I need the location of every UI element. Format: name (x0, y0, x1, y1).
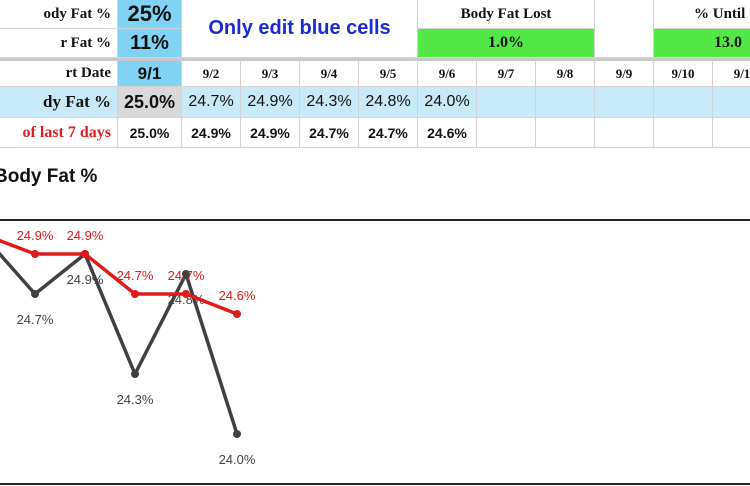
avg-7-days-cell[interactable]: 24.9% (241, 118, 300, 148)
avg-7-days-cell[interactable]: 24.7% (359, 118, 418, 148)
start-date-input[interactable]: 9/1 (118, 58, 182, 87)
start-body-fat-input[interactable]: 25% (118, 0, 182, 29)
avg-data-label: 24.9% (17, 228, 54, 243)
body-fat-lost-value[interactable]: 1.0% (418, 29, 595, 58)
goal-body-fat-input[interactable]: 11% (118, 29, 182, 58)
date-header[interactable]: 9/8 (536, 58, 595, 87)
daily-body-fat-cell[interactable]: 24.3% (300, 87, 359, 118)
avg-7-days-cell[interactable] (713, 118, 750, 148)
avg-7-days-cell[interactable]: 24.6% (418, 118, 477, 148)
avg-data-point (182, 290, 190, 298)
daily-body-fat-cell[interactable] (713, 87, 750, 118)
daily-body-fat-label[interactable]: dy Fat % (0, 87, 118, 118)
spreadsheet-grid: ody Fat % 25% Only edit blue cells Body … (0, 0, 750, 148)
avg-data-label: 24.7% (117, 268, 154, 283)
until-header[interactable]: % Until (654, 0, 750, 29)
daily-data-label: 24.0% (219, 452, 256, 467)
avg-7-days-cell[interactable]: 24.7% (300, 118, 359, 148)
avg-data-label: 24.7% (168, 268, 205, 283)
until-value[interactable]: 13.0 (654, 29, 750, 58)
daily-data-label: 24.7% (17, 312, 54, 327)
empty-cell[interactable] (595, 0, 654, 58)
daily-body-fat-cell[interactable] (654, 87, 713, 118)
goal-fat-label[interactable]: r Fat % (0, 29, 118, 58)
avg-7-days-cell[interactable] (536, 118, 595, 148)
chart-title: Body Fat % (0, 166, 98, 187)
daily-data-point (31, 290, 39, 298)
daily-body-fat-cell[interactable]: 24.7% (182, 87, 241, 118)
avg-7-days-cell[interactable]: 24.9% (182, 118, 241, 148)
avg-data-label: 24.9% (67, 228, 104, 243)
daily-body-fat-cell[interactable]: 24.8% (359, 87, 418, 118)
daily-data-point (131, 370, 139, 378)
avg-data-label: 24.6% (219, 288, 256, 303)
body-fat-label[interactable]: ody Fat % (0, 0, 118, 29)
body-fat-lost-header[interactable]: Body Fat Lost (418, 0, 595, 29)
daily-data-label: 24.9% (67, 272, 104, 287)
avg-7-days-cell[interactable]: 25.0% (118, 118, 182, 148)
daily-body-fat-cell[interactable]: 24.9% (241, 87, 300, 118)
daily-data-point (182, 270, 190, 278)
avg-data-point (233, 310, 241, 318)
edit-instruction-note[interactable]: Only edit blue cells (182, 0, 418, 58)
avg-data-point (31, 250, 39, 258)
avg-data-point (81, 250, 89, 258)
date-header[interactable]: 9/7 (477, 58, 536, 87)
avg-7-days-label[interactable]: of last 7 days (0, 118, 118, 148)
date-header[interactable]: 9/1 (713, 58, 750, 87)
date-header[interactable]: 9/4 (300, 58, 359, 87)
date-header[interactable]: 9/9 (595, 58, 654, 87)
daily-body-fat-cell[interactable] (477, 87, 536, 118)
daily-data-point (233, 430, 241, 438)
date-header[interactable]: 9/6 (418, 58, 477, 87)
daily-body-fat-cell[interactable]: 24.0% (418, 87, 477, 118)
date-header[interactable]: 9/2 (182, 58, 241, 87)
daily-body-fat-cell[interactable] (536, 87, 595, 118)
avg-7-days-cell[interactable] (595, 118, 654, 148)
daily-series-line (0, 251, 239, 435)
body-fat-line-chart: 24.7%24.9%24.3%24.8%24.0%24.9% 24.9%24.7%… (0, 219, 750, 485)
daily-body-fat-cell[interactable] (595, 87, 654, 118)
date-header[interactable]: 9/5 (359, 58, 418, 87)
avg-series-line (0, 238, 238, 316)
avg-7-days-cell[interactable] (477, 118, 536, 148)
date-header[interactable]: 9/3 (241, 58, 300, 87)
date-header[interactable]: 9/10 (654, 58, 713, 87)
daily-data-label: 24.3% (117, 392, 154, 407)
avg-data-point (131, 290, 139, 298)
avg-7-days-cell[interactable] (654, 118, 713, 148)
daily-body-fat-cell[interactable]: 25.0% (118, 87, 182, 118)
start-date-label[interactable]: rt Date (0, 58, 118, 87)
